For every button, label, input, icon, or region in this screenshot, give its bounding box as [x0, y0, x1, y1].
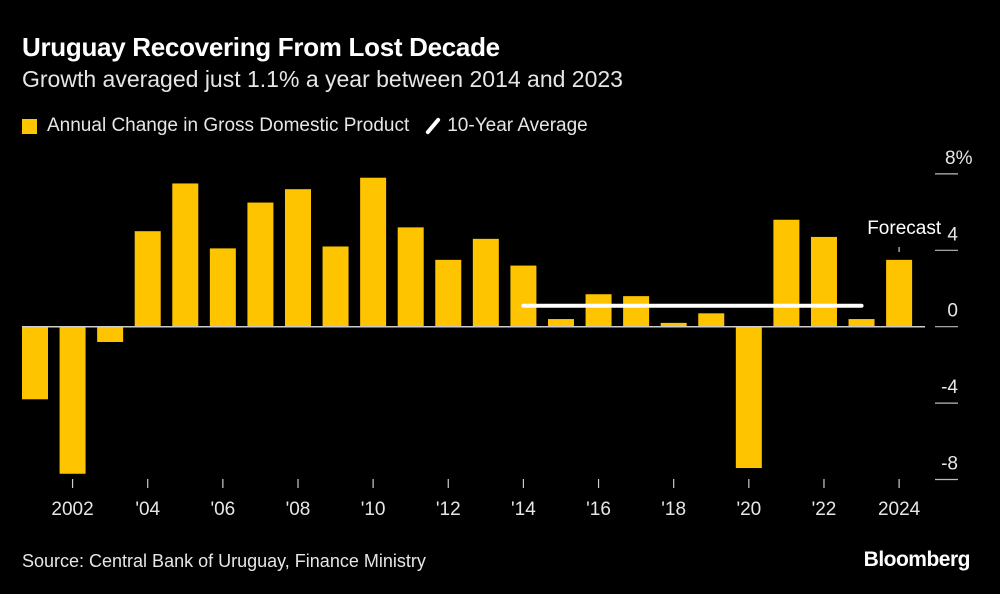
- x-tick-label: '18: [661, 499, 686, 520]
- x-tick-label: 2002: [51, 499, 93, 520]
- y-tick-label: 8%: [945, 148, 973, 169]
- bar-2007: [247, 202, 274, 327]
- bar-2011: [397, 227, 424, 327]
- bar-2009: [322, 246, 349, 327]
- x-tick-label: '06: [210, 499, 235, 520]
- y-tick-label: 4: [947, 224, 958, 245]
- bar-2015: [547, 319, 574, 327]
- chart-title: Uruguay Recovering From Lost Decade: [22, 32, 500, 62]
- x-tick-label: '12: [436, 499, 461, 520]
- x-tick-label: '22: [812, 499, 837, 520]
- bar-2018: [660, 322, 687, 327]
- x-tick-label: '04: [135, 499, 160, 520]
- bar-2017: [623, 296, 650, 327]
- bar-2001: [22, 326, 48, 400]
- bar-2008: [284, 189, 311, 327]
- bar-2003: [97, 326, 124, 342]
- x-tick-label: '16: [586, 499, 611, 520]
- bar-2020: [735, 326, 762, 469]
- x-tick-label: '14: [511, 499, 536, 520]
- forecast-label: Forecast: [867, 218, 942, 239]
- x-tick-label: '08: [286, 499, 311, 520]
- y-tick-label: 0: [947, 301, 958, 322]
- bar-2005: [172, 183, 199, 327]
- bar-2004: [134, 231, 161, 327]
- y-tick-label: -8: [941, 454, 958, 475]
- chart-subtitle: Growth averaged just 1.1% a year between…: [22, 66, 623, 92]
- bloomberg-logo: Bloomberg: [863, 548, 971, 571]
- legend: Annual Change in Gross Domestic Product …: [22, 115, 588, 137]
- x-tick-label: '10: [361, 499, 386, 520]
- legend-swatch-gdp: [22, 118, 37, 134]
- bar-2006: [209, 248, 236, 327]
- bar-2012: [435, 259, 462, 327]
- legend-label-gdp: Annual Change in Gross Domestic Product: [47, 115, 410, 136]
- legend-label-average: 10-Year Average: [447, 115, 588, 136]
- bar-2010: [360, 177, 387, 327]
- bar-2022: [810, 236, 837, 327]
- x-tick-label: '20: [736, 499, 761, 520]
- x-tick-label: 2024: [878, 499, 921, 520]
- bar-2023: [848, 319, 875, 327]
- bar-2014: [510, 265, 537, 327]
- bar-2024: [886, 259, 913, 327]
- bar-2021: [773, 219, 800, 327]
- bar-2013: [472, 238, 499, 327]
- bar-2016: [585, 294, 612, 327]
- source-note: Source: Central Bank of Uruguay, Finance…: [22, 551, 426, 571]
- bar-2002: [59, 326, 86, 474]
- y-tick-label: -4: [941, 377, 958, 398]
- bar-2019: [698, 313, 725, 327]
